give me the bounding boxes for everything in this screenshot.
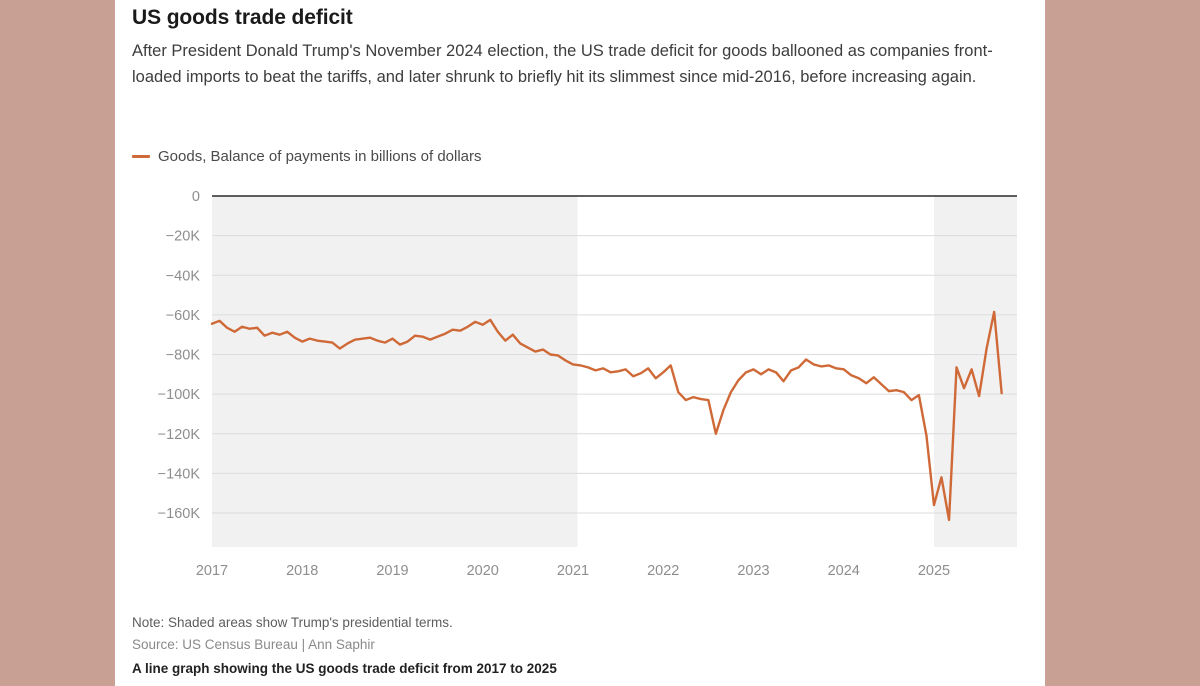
x-axis-tick-label: 2025 — [918, 563, 950, 579]
chart-plot-area: 0 −20K −40K −60K −80K −100K −120K −140K −160K 201… — [132, 185, 1027, 585]
y-axis-tick-label: −20K — [166, 229, 201, 245]
y-axis-tick-label: −60K — [166, 308, 201, 324]
x-axis-tick-label: 2020 — [467, 563, 499, 579]
y-axis-tick-label: −100K — [158, 387, 201, 403]
x-axis-tick-label: 2022 — [647, 563, 679, 579]
y-axis-tick-label: −40K — [166, 268, 201, 284]
chart-alt-text: A line graph showing the US goods trade … — [132, 661, 557, 676]
chart-card-inner: US goods trade deficit After President D… — [132, 0, 1027, 686]
y-axis-tick-label: −80K — [166, 348, 201, 364]
x-axis-tick-label: 2024 — [828, 563, 860, 579]
page-title: US goods trade deficit — [132, 6, 353, 29]
data-series-line — [210, 310, 1003, 522]
y-axis-tick-label: 0 — [192, 189, 200, 205]
legend-label: Goods, Balance of payments in billions o… — [158, 148, 482, 165]
x-axis-tick-label: 2021 — [557, 563, 589, 579]
line-chart-svg: 0 −20K −40K −60K −80K −100K −120K −140K −160K 201… — [158, 189, 1017, 579]
chart-footer: Note: Shaded areas show Trump's presiden… — [132, 612, 1012, 680]
legend-line-swatch-icon — [132, 155, 150, 158]
shaded-term-region-2 — [933, 196, 1017, 547]
x-axis-tick-label: 2017 — [196, 563, 228, 579]
chart-card: US goods trade deficit After President D… — [115, 0, 1045, 686]
chart-legend: Goods, Balance of payments in billions o… — [132, 148, 482, 165]
x-axis-tick-label: 2023 — [737, 563, 769, 579]
x-axis-tick-label: 2018 — [286, 563, 318, 579]
y-axis-tick-label: −140K — [158, 466, 201, 482]
y-axis-tick-label: −160K — [158, 506, 201, 522]
chart-note: Note: Shaded areas show Trump's presiden… — [132, 615, 453, 630]
y-axis-tick-label: −120K — [158, 427, 201, 443]
chart-source: Source: US Census Bureau | Ann Saphir — [132, 637, 375, 652]
chart-subtitle: After President Donald Trump's November … — [132, 42, 993, 86]
x-axis-tick-label: 2019 — [376, 563, 408, 579]
shaded-term-region-1 — [212, 196, 578, 547]
